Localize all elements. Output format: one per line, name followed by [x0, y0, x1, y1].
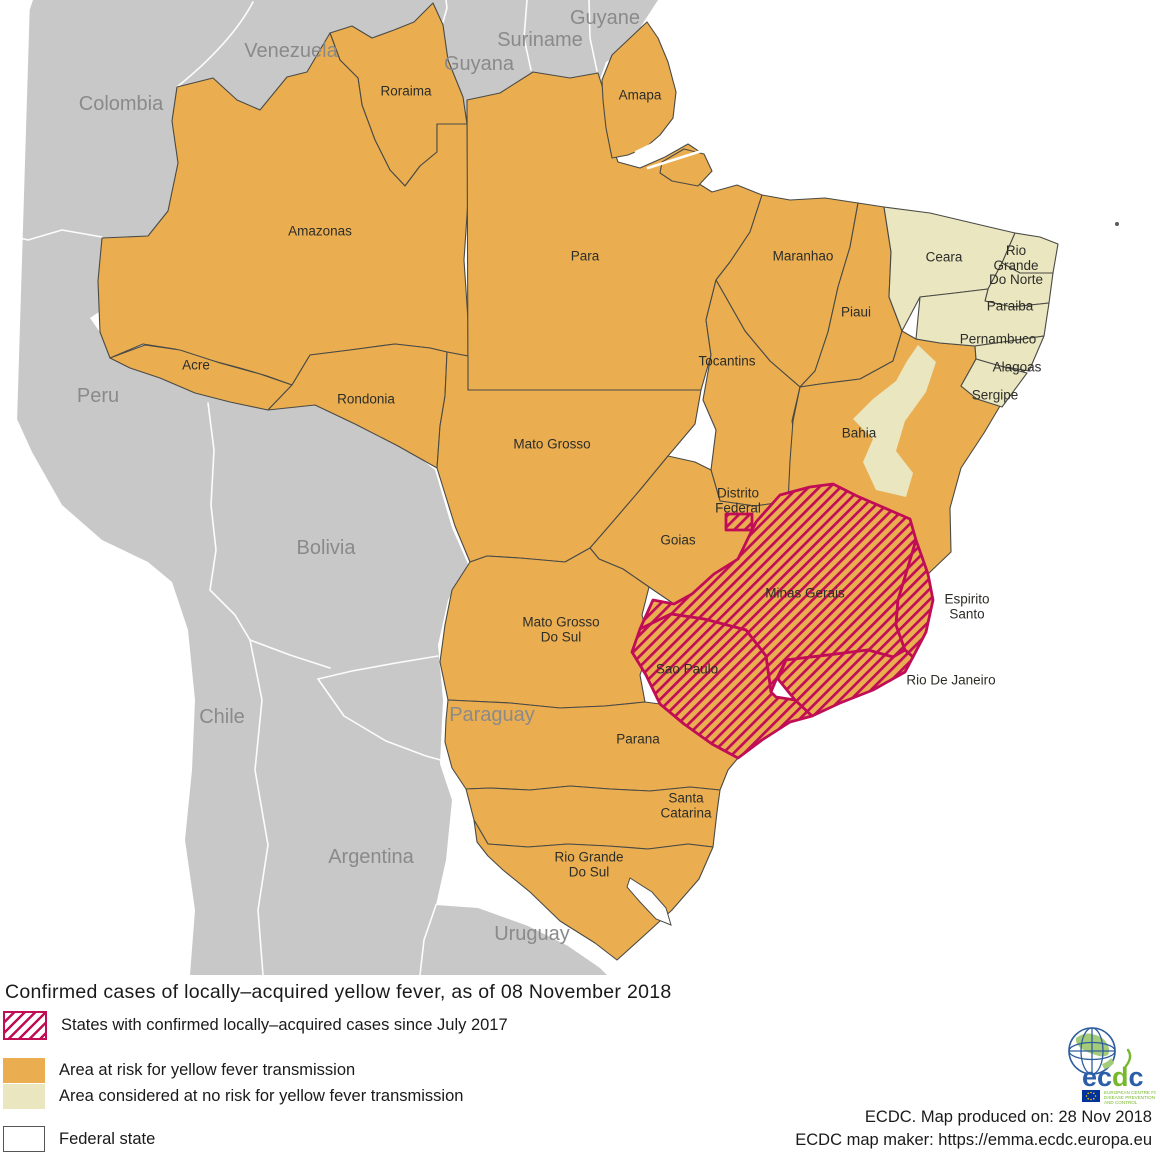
pacific-ocean-south — [0, 398, 195, 975]
country-borders — [0, 0, 598, 975]
legend-item-at-risk: Area at risk for yellow fever transmissi… — [3, 1058, 355, 1083]
map-maker-url: ECDC map maker: https://emma.ecdc.europa… — [795, 1131, 1152, 1150]
eu-flag — [1082, 1090, 1100, 1102]
federal-state-swatch — [3, 1126, 45, 1152]
state-amapa — [601, 21, 677, 159]
legend-item-federal-state: Federal state — [3, 1126, 155, 1152]
ecdc-logo-subtext: EUROPEAN CENTRE FOR DISEASE PREVENTION A… — [1104, 1090, 1156, 1105]
lagoa-dos-patos — [626, 877, 672, 926]
bahia-no-risk-area — [853, 345, 936, 497]
confirmed-hatch-swatch — [3, 1011, 47, 1040]
legend-item-label: States with confirmed locally–acquired c… — [61, 1016, 508, 1034]
svg-text:AND CONTROL: AND CONTROL — [1104, 1100, 1138, 1105]
legend-item-confirmed: States with confirmed locally–acquired c… — [3, 1011, 508, 1040]
amazon-river-channel — [634, 124, 692, 154]
legend-item-label: Federal state — [59, 1129, 156, 1148]
marajo-island — [659, 148, 713, 187]
state-mato-grosso-do-sul — [439, 547, 651, 709]
map-credits: ECDC. Map produced on: 28 Nov 2018 ECDC … — [795, 1106, 1152, 1153]
legend-item-label: Area at risk for yellow fever transmissi… — [59, 1061, 356, 1079]
state-distrito-federal — [724, 512, 754, 532]
legend-item-no-risk: Area considered at no risk for yellow fe… — [3, 1084, 463, 1109]
ecdc-d-swash — [1124, 1048, 1132, 1068]
pacific-ocean-north — [0, 0, 33, 95]
svg-text:DISEASE PREVENTION: DISEASE PREVENTION — [1104, 1095, 1155, 1100]
map-produced-on: ECDC. Map produced on: 28 Nov 2018 — [864, 1108, 1152, 1126]
svg-text:EUROPEAN CENTRE FOR: EUROPEAN CENTRE FOR — [1104, 1090, 1156, 1095]
state-santa-catarina — [465, 785, 721, 850]
ecdc-wordmark: ecdc — [1082, 1062, 1144, 1092]
south-america-map — [0, 0, 1119, 975]
ecdc-logo: ecdc EUROPEAN CENTRE FOR DISEASE PREVENT… — [1068, 1027, 1156, 1105]
state-espirito-santo — [894, 538, 935, 659]
globe-icon — [1068, 1027, 1116, 1075]
no-risk-swatch — [3, 1084, 45, 1109]
legend-title: Confirmed cases of locally–acquired yell… — [5, 981, 672, 1003]
legend-item-label: Area considered at no risk for yellow fe… — [59, 1087, 464, 1105]
fernando-de-noronha-island — [1115, 222, 1119, 226]
state-rio-grande-do-sul — [473, 819, 714, 961]
state-sergipe — [960, 358, 1028, 408]
at-risk-swatch — [3, 1058, 45, 1083]
legend: Confirmed cases of locally–acquired yell… — [0, 975, 1160, 1160]
amazon-river-channel — [646, 145, 716, 170]
state-sao-paulo — [630, 612, 814, 760]
